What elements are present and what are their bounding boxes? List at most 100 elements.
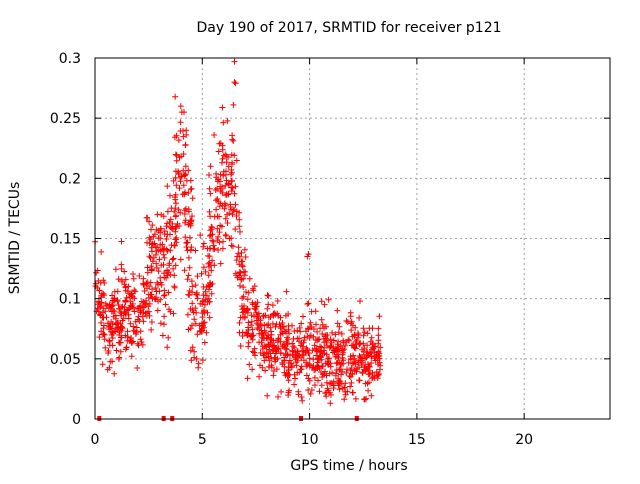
data-point: [116, 305, 123, 312]
data-point: [172, 93, 179, 100]
data-point: [128, 353, 135, 360]
data-point: [189, 322, 195, 329]
data-point: [336, 377, 343, 384]
data-point: [307, 390, 314, 397]
data-point: [129, 300, 136, 307]
data-point: [350, 360, 357, 367]
data-point: [202, 288, 209, 295]
data-point: [98, 328, 105, 335]
data-point: [330, 347, 337, 354]
data-point: [164, 208, 171, 215]
data-point: [242, 254, 249, 260]
data-point: [323, 332, 329, 338]
data-point: [323, 393, 330, 400]
data-point: [274, 355, 281, 362]
data-point: [299, 397, 306, 404]
data-point: [240, 284, 247, 291]
data-point: [366, 370, 373, 377]
data-point: [221, 205, 228, 212]
data-point: [118, 334, 125, 341]
data-point: [264, 292, 271, 299]
data-point: [100, 325, 107, 332]
data-point: [184, 239, 190, 246]
data-point: [255, 310, 262, 317]
data-point: [360, 366, 367, 373]
data-point: [312, 337, 319, 343]
data-point: [164, 248, 171, 254]
data-point: [375, 349, 382, 356]
data-point: [121, 268, 128, 275]
data-point: [172, 262, 179, 269]
data-point: [319, 331, 326, 337]
data-point: [291, 381, 298, 388]
data-point: [146, 253, 153, 260]
data-point: [123, 344, 130, 351]
data-point: [114, 325, 120, 332]
data-point: [229, 159, 235, 166]
data-point: [368, 353, 375, 360]
data-point: [271, 354, 278, 361]
data-point: [213, 197, 220, 204]
data-point: [169, 256, 176, 263]
data-point: [118, 238, 125, 245]
data-point: [173, 182, 180, 189]
data-point: [219, 104, 226, 111]
data-point: [375, 372, 382, 378]
data-point: [249, 366, 256, 373]
data-point: [166, 306, 172, 313]
data-point: [220, 119, 227, 126]
data-point: [232, 80, 239, 87]
data-point: [181, 211, 188, 217]
data-point: [168, 225, 175, 232]
data-point: [188, 246, 194, 253]
data-point: [274, 345, 280, 352]
data-point: [347, 309, 354, 316]
data-point: [173, 200, 179, 207]
data-point: [244, 296, 251, 303]
data-point: [377, 344, 384, 351]
data-point: [148, 226, 154, 233]
data-point: [327, 343, 334, 350]
data-point: [284, 334, 291, 341]
data-point: [368, 334, 375, 341]
data-point: [147, 236, 154, 243]
data-point: [160, 213, 167, 220]
data-point: [206, 185, 213, 192]
data-point: [239, 263, 246, 270]
data-point: [201, 339, 208, 346]
data-point: [320, 363, 326, 370]
data-point: [291, 344, 298, 351]
data-point: [118, 277, 125, 284]
data-point: [149, 222, 156, 229]
data-point: [146, 240, 153, 247]
data-point: [347, 353, 354, 360]
y-tick-label: 0.05: [50, 352, 81, 368]
data-point: [304, 301, 311, 307]
data-point: [201, 319, 208, 326]
data-point: [332, 331, 339, 338]
data-point: [146, 283, 153, 290]
data-point: [357, 354, 364, 361]
data-point: [173, 132, 180, 139]
data-point: [149, 240, 156, 247]
data-point: [161, 313, 168, 320]
data-point: [293, 362, 300, 369]
data-point: [253, 303, 260, 310]
data-point: [142, 300, 149, 307]
data-point: [185, 254, 192, 261]
data-point: [162, 301, 169, 308]
data-point: [360, 348, 367, 355]
data-point: [371, 375, 378, 381]
data-point: [334, 307, 341, 314]
data-point: [171, 284, 178, 291]
data-point: [273, 366, 280, 373]
data-point: [150, 233, 157, 240]
data-point: [265, 332, 271, 339]
data-point: [376, 313, 383, 320]
data-point: [206, 314, 213, 321]
data-point: [187, 186, 194, 193]
data-point: [228, 242, 235, 249]
data-point: [243, 307, 250, 314]
data-point: [222, 215, 229, 222]
data-point: [108, 318, 115, 325]
